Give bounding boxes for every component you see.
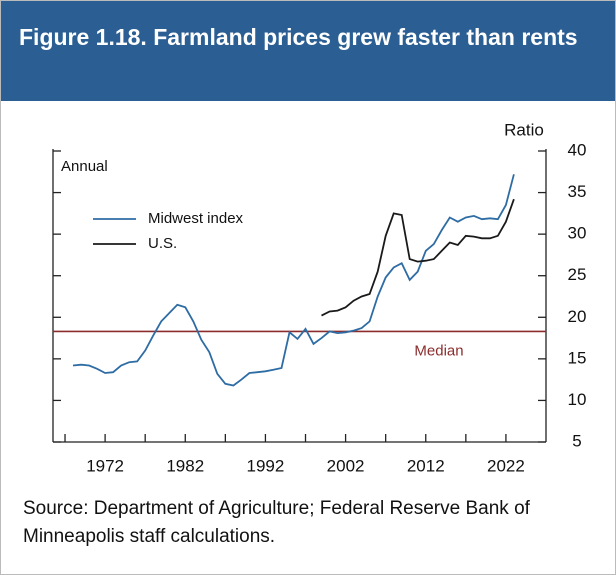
x-tick-label: 2002 bbox=[327, 456, 365, 475]
x-tick-label: 2012 bbox=[407, 456, 445, 475]
y-tick-label: 20 bbox=[568, 307, 587, 326]
title-banner bbox=[1, 1, 615, 101]
y-tick-label: 35 bbox=[568, 182, 587, 201]
y-tick-label: 10 bbox=[568, 390, 587, 409]
legend-label: Midwest index bbox=[148, 210, 244, 227]
chart: Ratio Annual 5 10 15 20 25 30 35 40 1972 1982 1992… bbox=[52, 120, 587, 475]
series-line bbox=[72, 174, 515, 387]
x-tick-label: 1972 bbox=[86, 456, 124, 475]
y-tick-label: 30 bbox=[568, 224, 587, 243]
x-tick-label: 1992 bbox=[247, 456, 285, 475]
y-tick-label: 15 bbox=[568, 348, 587, 367]
legend-label: U.S. bbox=[148, 235, 177, 252]
y-tick-label: 25 bbox=[568, 265, 587, 284]
source-note: Source: Department of Agriculture; Feder… bbox=[23, 498, 530, 547]
y-axis-label: Ratio bbox=[504, 120, 544, 139]
x-tick-label: 1982 bbox=[166, 456, 204, 475]
median-label: Median bbox=[414, 342, 463, 359]
y-tick-label: 5 bbox=[572, 431, 581, 450]
series-line bbox=[321, 198, 515, 317]
y-tick-label: 40 bbox=[568, 140, 587, 159]
chart-title: Figure 1.18. Farmland prices grew faster… bbox=[19, 24, 578, 50]
annotation: Annual bbox=[61, 158, 108, 175]
x-tick-label: 2022 bbox=[487, 456, 525, 475]
